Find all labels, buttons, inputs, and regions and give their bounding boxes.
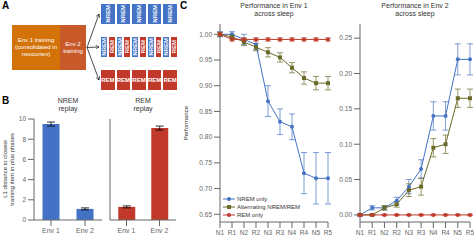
svg-text:0.20: 0.20 bbox=[339, 70, 352, 77]
html-text:NREM: NREM bbox=[100, 38, 107, 56]
svg-text:0.25: 0.25 bbox=[339, 34, 352, 41]
html-text:NREM: NREM bbox=[136, 5, 142, 23]
svg-text:0.15: 0.15 bbox=[339, 105, 352, 112]
html-text:REM: REM bbox=[124, 40, 131, 54]
svg-text:N2: N2 bbox=[380, 229, 389, 236]
html-text:B: B bbox=[2, 95, 10, 106]
svg-text:0.90: 0.90 bbox=[199, 82, 212, 89]
svg-text:8: 8 bbox=[22, 136, 26, 143]
svg-text:1.00: 1.00 bbox=[199, 31, 212, 38]
svg-text:N3: N3 bbox=[264, 229, 273, 236]
html-text:NREM: NREM bbox=[151, 5, 158, 23]
svg-text:0: 0 bbox=[22, 216, 26, 223]
svg-text:R4: R4 bbox=[300, 229, 309, 236]
svg-text:Env 1: Env 1 bbox=[42, 227, 60, 234]
svg-text:Env 2: Env 2 bbox=[76, 227, 94, 234]
svg-text:N3: N3 bbox=[405, 229, 414, 236]
html-text:Env 2 training: Env 2 training bbox=[63, 40, 83, 54]
html-text:Performance in Env 1 across sl: Performance in Env 1 across sleep bbox=[240, 2, 308, 17]
html-text:NREM: NREM bbox=[132, 38, 139, 56]
svg-text:R3: R3 bbox=[276, 229, 285, 236]
svg-text:2: 2 bbox=[22, 196, 26, 203]
html-text:NREM only: NREM only bbox=[237, 196, 268, 202]
svg-text:R1: R1 bbox=[228, 229, 237, 236]
html-text:REM replay: REM replay bbox=[133, 97, 153, 112]
svg-text:R5: R5 bbox=[466, 229, 467, 236]
html-text:REM: REM bbox=[171, 40, 178, 54]
svg-text:0.95: 0.95 bbox=[199, 56, 212, 63]
html-text:C: C bbox=[180, 0, 188, 11]
svg-text:R3: R3 bbox=[417, 229, 426, 236]
svg-text:10: 10 bbox=[19, 115, 27, 122]
svg-text:R2: R2 bbox=[252, 229, 261, 236]
html-text:Alternating NREM/REM: Alternating NREM/REM bbox=[237, 204, 300, 210]
svg-text:0.65: 0.65 bbox=[199, 211, 212, 218]
svg-text:0.85: 0.85 bbox=[199, 108, 212, 115]
svg-text:N4: N4 bbox=[288, 229, 297, 236]
svg-text:R4: R4 bbox=[441, 229, 450, 236]
html-text:NREM: NREM bbox=[167, 5, 174, 23]
html-text:Env 1 training (consolidated i: Env 1 training (consolidated in neocorte… bbox=[15, 37, 57, 57]
svg-text:4: 4 bbox=[22, 176, 26, 183]
html-text:NREM: NREM bbox=[163, 38, 170, 56]
svg-text:N2: N2 bbox=[240, 229, 249, 236]
svg-text:R1: R1 bbox=[368, 229, 377, 236]
html-text:REM: REM bbox=[155, 40, 162, 54]
svg-text:N5: N5 bbox=[454, 229, 463, 236]
svg-text:N1: N1 bbox=[216, 229, 225, 236]
svg-text:N5: N5 bbox=[312, 229, 321, 236]
svg-text:N1: N1 bbox=[356, 229, 365, 236]
svg-text:6: 6 bbox=[22, 156, 26, 163]
html-text:L1 distance to closest trainin: L1 distance to closest training item in … bbox=[2, 133, 15, 206]
html-text:REM: REM bbox=[108, 40, 115, 54]
svg-text:N4: N4 bbox=[429, 229, 438, 236]
svg-text:0.75: 0.75 bbox=[199, 159, 212, 166]
html-text:NREM: NREM bbox=[104, 5, 111, 23]
html-text:Performance: Performance bbox=[182, 105, 189, 141]
html-text:REM REM REM REM REM: REM REM REM REM REM bbox=[101, 77, 177, 83]
html-text:REM: REM bbox=[139, 40, 146, 54]
svg-text:0.10: 0.10 bbox=[339, 141, 352, 148]
html-text:NREM: NREM bbox=[147, 38, 154, 56]
html-text:NREM: NREM bbox=[120, 5, 127, 23]
html-text:REM only: REM only bbox=[237, 212, 263, 218]
html-text:A: A bbox=[2, 0, 10, 11]
html-text:Performance in Env 2 across sl: Performance in Env 2 across sleep bbox=[381, 2, 449, 17]
svg-text:0.00: 0.00 bbox=[339, 211, 352, 218]
svg-text:Env 2: Env 2 bbox=[151, 227, 169, 234]
svg-text:Env 1: Env 1 bbox=[118, 227, 136, 234]
html-text:NREM: NREM bbox=[116, 38, 123, 56]
html-text:NREM replay: NREM replay bbox=[57, 97, 79, 112]
svg-text:R5: R5 bbox=[324, 229, 332, 236]
svg-text:0.70: 0.70 bbox=[199, 185, 212, 192]
svg-text:R2: R2 bbox=[393, 229, 402, 236]
svg-text:0.05: 0.05 bbox=[339, 176, 352, 183]
svg-text:0.80: 0.80 bbox=[199, 133, 212, 140]
